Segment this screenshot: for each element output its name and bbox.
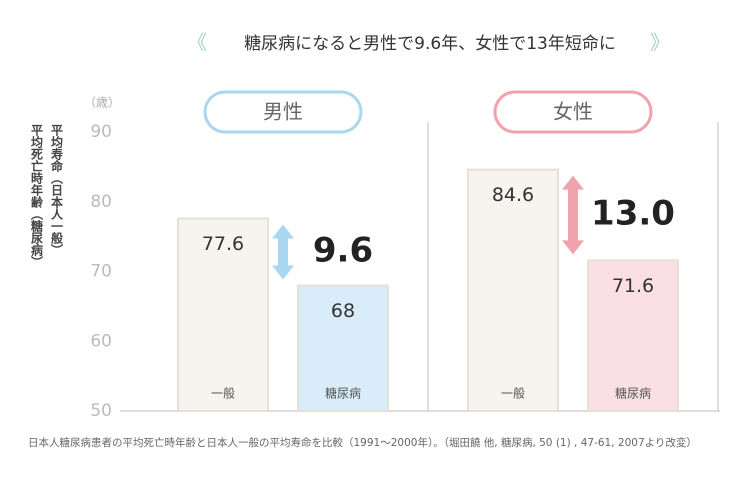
y-unit: （歳） — [84, 96, 120, 110]
y-tick-label: 80 — [90, 192, 112, 212]
panel-title: 男性 — [263, 100, 303, 124]
bracket: 《 — [187, 31, 207, 55]
value-label: 68 — [331, 300, 355, 322]
category-label: 糖尿病 — [325, 386, 361, 401]
difference-label: 9.6 — [313, 230, 373, 270]
category-label: 一般 — [211, 386, 235, 401]
value-label: 71.6 — [612, 275, 654, 297]
y-tick-label: 90 — [90, 122, 112, 142]
bar — [587, 259, 679, 412]
bracket: 》 — [650, 31, 670, 55]
difference-arrow — [562, 175, 584, 255]
value-label: 84.6 — [492, 184, 534, 206]
bar — [177, 217, 269, 412]
bar — [297, 284, 389, 413]
panel-cloud — [493, 90, 653, 134]
y-tick-label: 60 — [90, 331, 112, 351]
footnote: 日本人糖尿病患者の平均死亡時年齢と日本人一般の平均寿命を比較（1991〜2000… — [28, 437, 697, 449]
y-tick-label: 70 — [90, 262, 112, 282]
y-tick-label: 50 — [90, 401, 112, 421]
chart-title: 糖尿病になると男性で9.6年、女性で13年短命に — [244, 34, 616, 54]
category-label: 一般 — [501, 386, 525, 401]
y-axis-label: 平均寿命（日本人一般） — [50, 124, 64, 256]
panel-title: 女性 — [553, 100, 593, 124]
difference-label: 13.0 — [591, 194, 675, 234]
difference-arrow — [272, 224, 294, 280]
value-label: 77.6 — [202, 233, 244, 255]
chart: 《 》 糖尿病になると男性で9.6年、女性で13年短命に 平均寿命（日本人一般）… — [30, 31, 720, 421]
y-axis-label: 平均死亡時年齢（糖尿病） — [30, 124, 44, 268]
panel-cloud — [203, 90, 363, 134]
category-label: 糖尿病 — [615, 386, 651, 401]
bar — [467, 168, 559, 412]
